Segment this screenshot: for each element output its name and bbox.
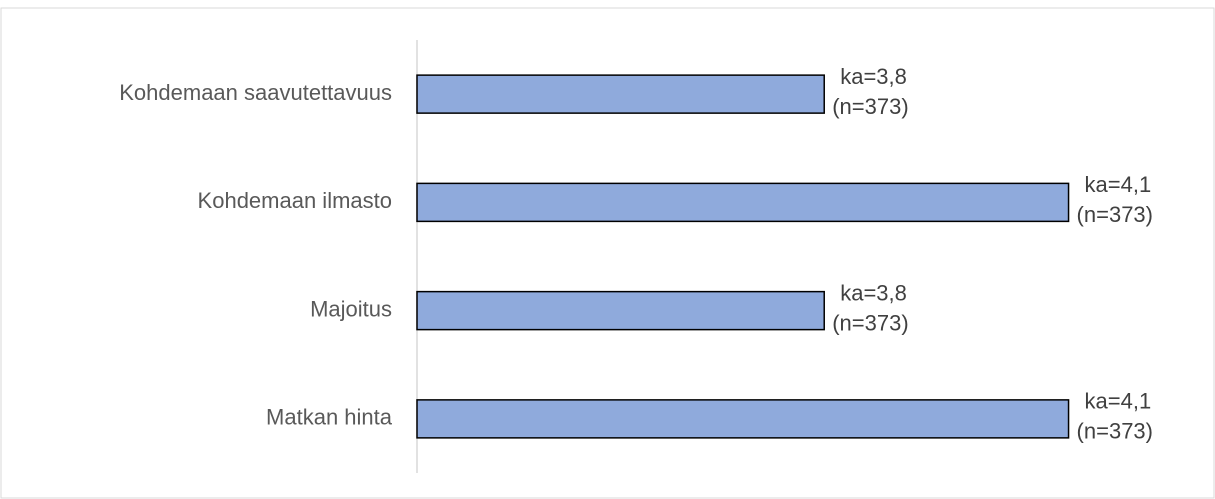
value-label: ka=4,1 [1085, 172, 1152, 197]
y-tick-label: Majoitus [310, 296, 392, 321]
value-label: ka=3,8 [840, 64, 907, 89]
n-label: (n=373) [832, 310, 908, 335]
y-tick-label: Matkan hinta [266, 405, 393, 430]
n-label: (n=373) [832, 94, 908, 119]
bar [416, 182, 1070, 223]
value-label: ka=3,8 [840, 280, 907, 305]
n-label: (n=373) [1077, 202, 1153, 227]
value-label: ka=4,1 [1085, 389, 1152, 414]
y-tick-label: Kohdemaan ilmasto [198, 188, 392, 213]
bar [416, 290, 825, 331]
bar [416, 74, 825, 114]
bar [416, 399, 1070, 439]
n-label: (n=373) [1077, 419, 1153, 444]
y-tick-label: Kohdemaan saavutettavuus [119, 80, 392, 105]
